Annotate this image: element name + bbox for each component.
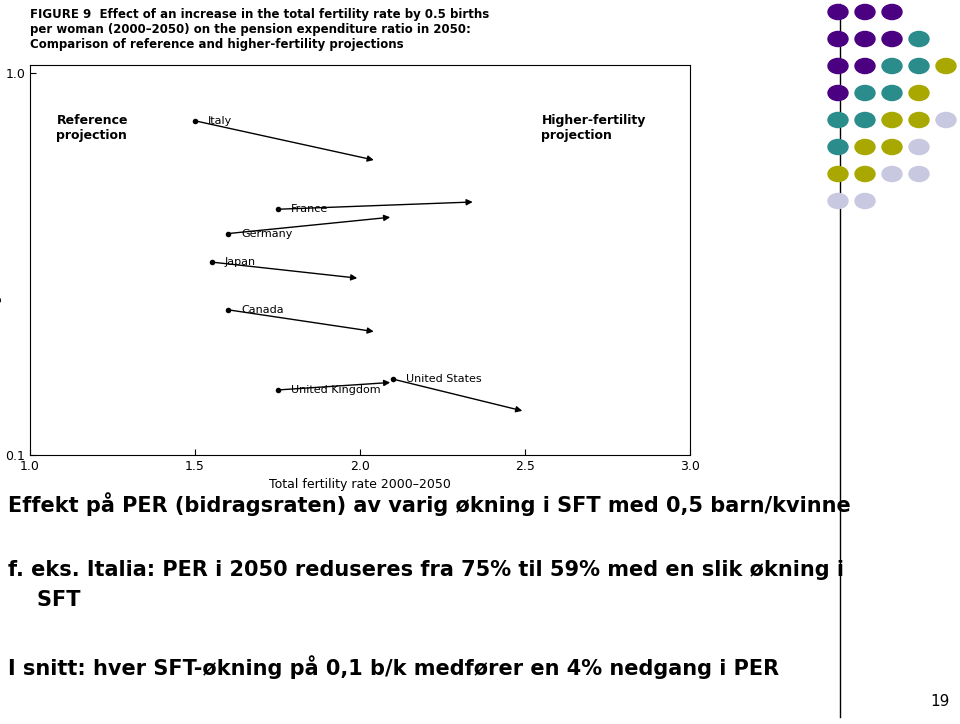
- X-axis label: Total fertility rate 2000–2050: Total fertility rate 2000–2050: [269, 479, 451, 492]
- Text: Italy: Italy: [208, 116, 232, 126]
- Text: Japan: Japan: [225, 257, 255, 267]
- Text: Germany: Germany: [241, 229, 293, 239]
- Text: Canada: Canada: [241, 305, 284, 315]
- Text: United Kingdom: United Kingdom: [291, 385, 380, 395]
- Text: SFT: SFT: [8, 590, 81, 610]
- Y-axis label: Expenditure ratio 2050
(logarithmic scale): Expenditure ratio 2050 (logarithmic scal…: [0, 188, 3, 332]
- Text: Effekt på PER (bidragsraten) av varig økning i SFT med 0,5 barn/kvinne: Effekt på PER (bidragsraten) av varig øk…: [8, 492, 851, 515]
- Text: 19: 19: [930, 694, 949, 709]
- Text: Higher-fertility
projection: Higher-fertility projection: [541, 114, 646, 143]
- Text: FIGURE 9  Effect of an increase in the total fertility rate by 0.5 births
per wo: FIGURE 9 Effect of an increase in the to…: [30, 8, 490, 51]
- Text: f. eks. Italia: PER i 2050 reduseres fra 75% til 59% med en slik økning i: f. eks. Italia: PER i 2050 reduseres fra…: [8, 560, 844, 580]
- Text: United States: United States: [406, 374, 482, 384]
- Text: I snitt: hver SFT-økning på 0,1 b/k medfører en 4% nedgang i PER: I snitt: hver SFT-økning på 0,1 b/k medf…: [8, 655, 780, 679]
- Text: Reference
projection: Reference projection: [57, 114, 128, 143]
- Text: France: France: [291, 204, 328, 214]
